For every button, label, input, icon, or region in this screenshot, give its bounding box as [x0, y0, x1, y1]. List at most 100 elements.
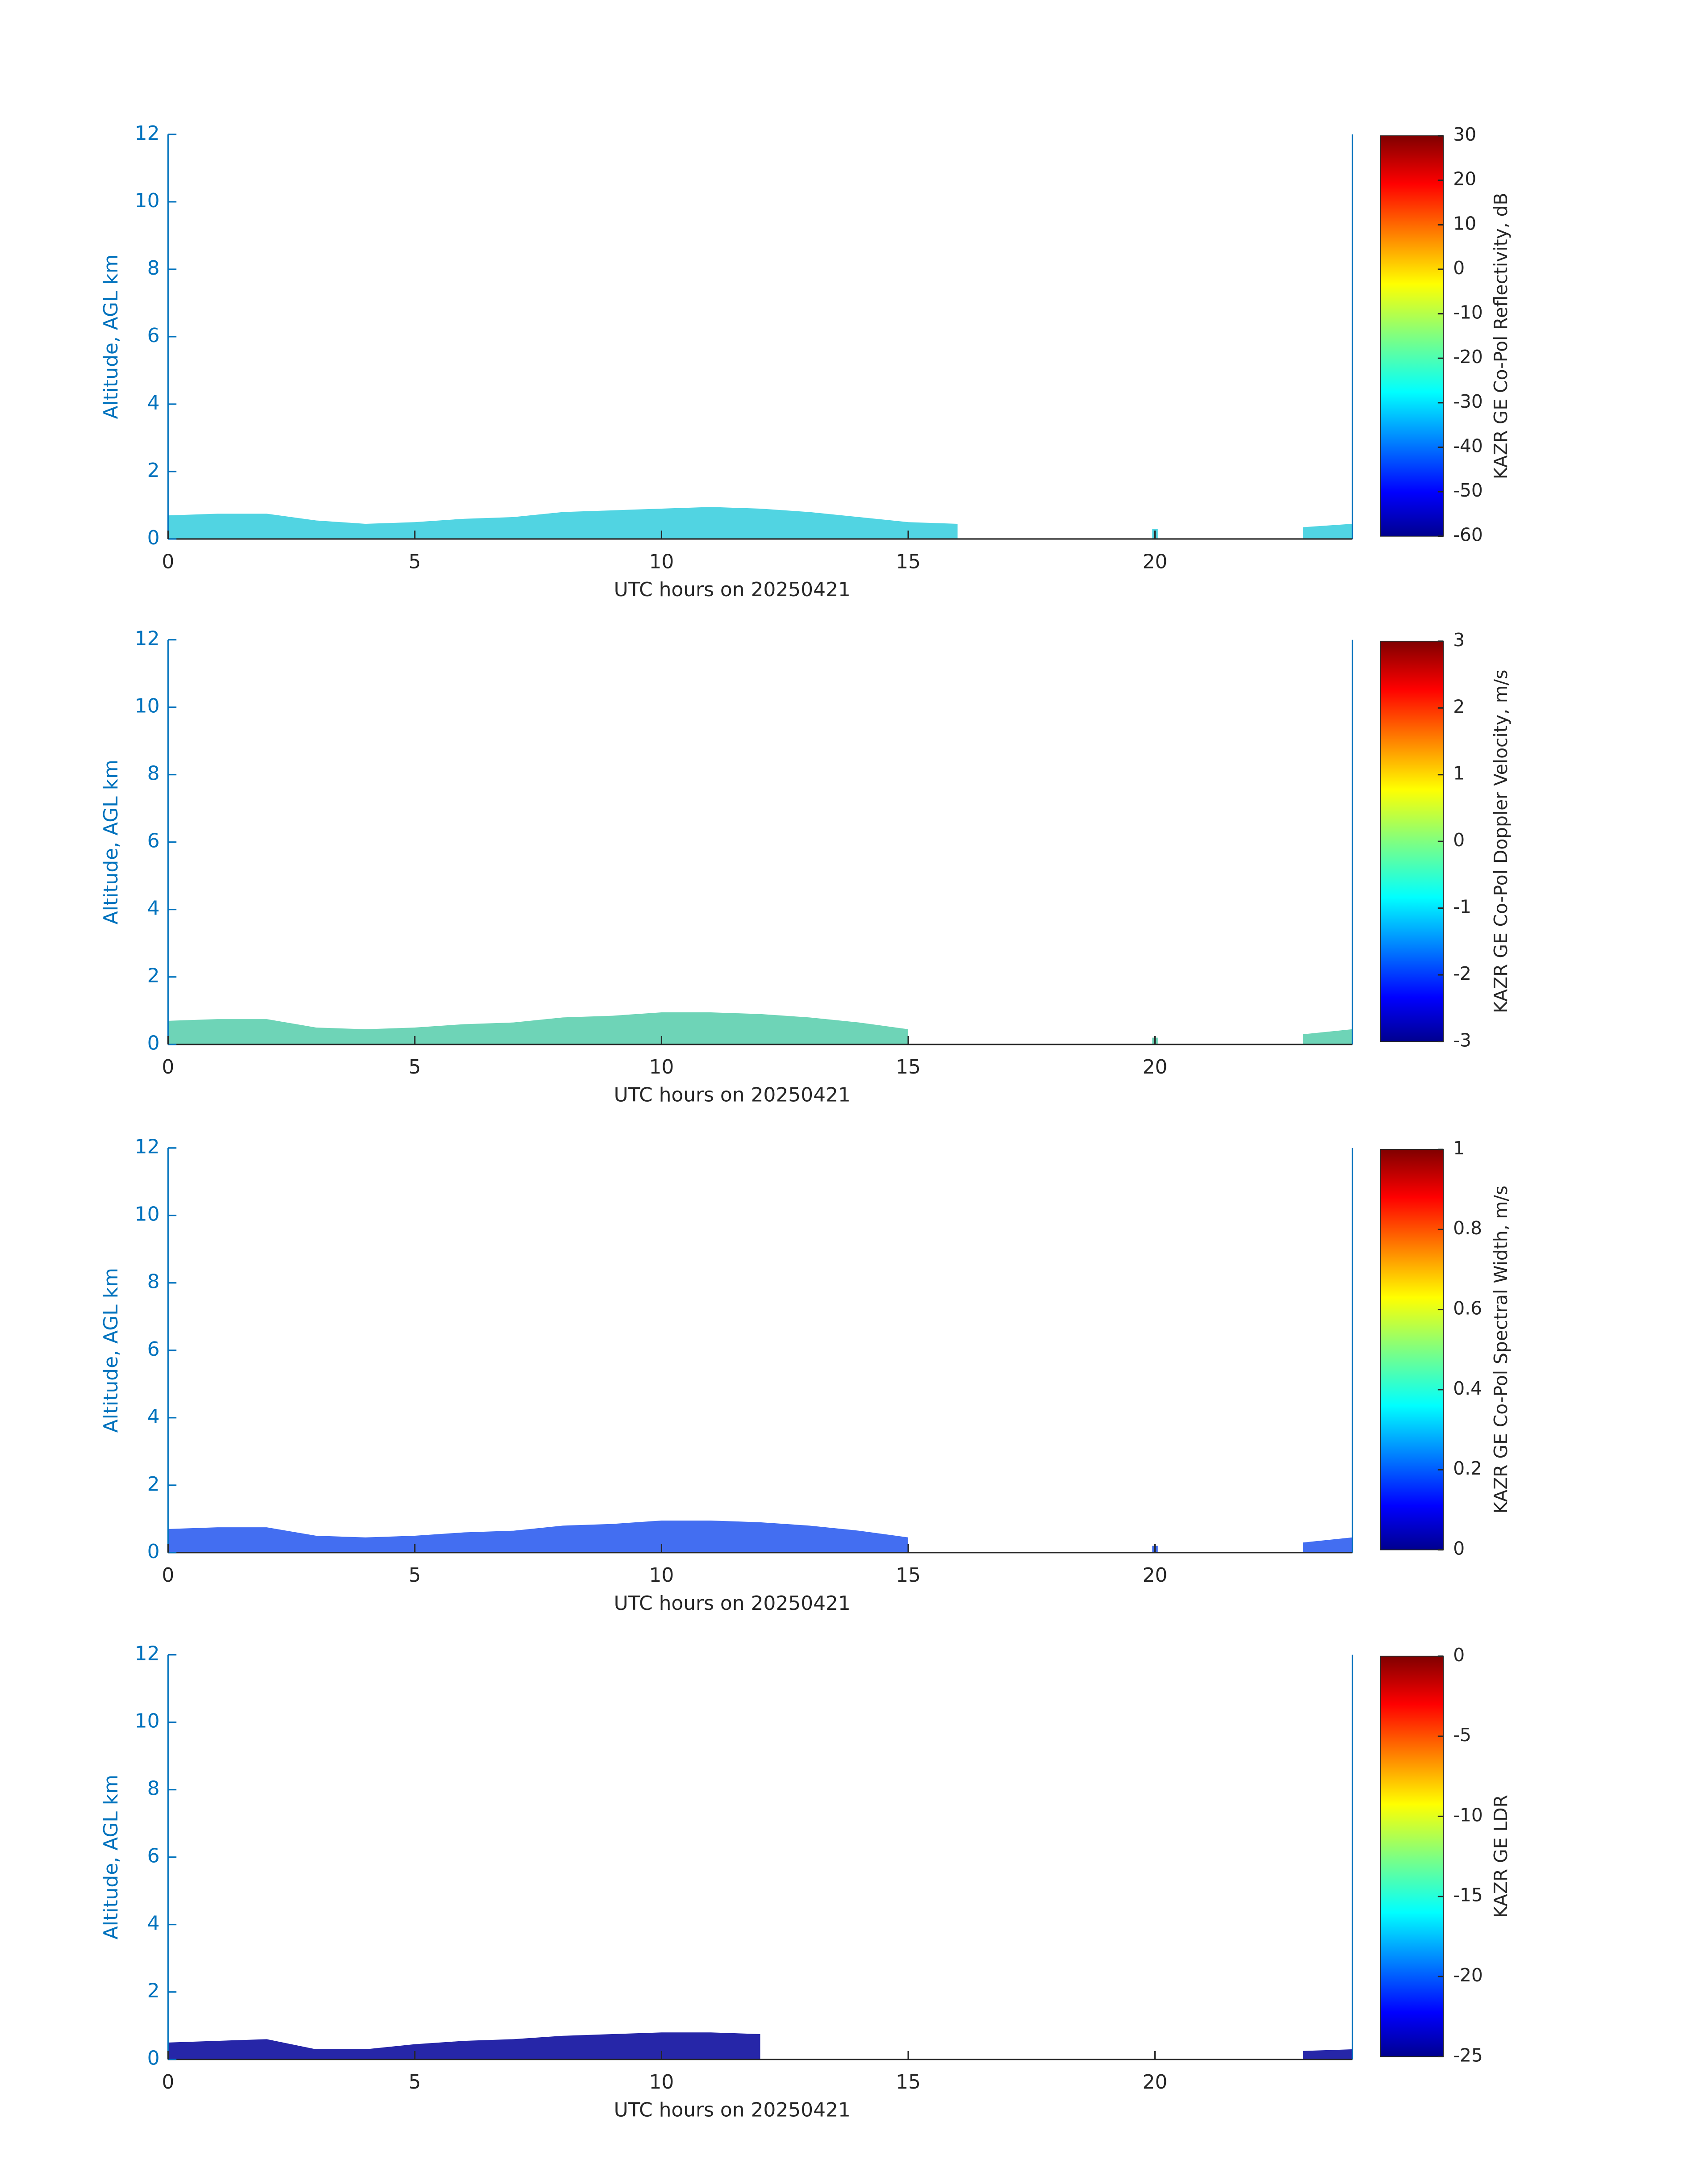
colorbar-tick-label: -1 — [1453, 896, 1471, 918]
x-tick-label: 15 — [896, 550, 921, 573]
y-tick-label: 8 — [147, 1270, 160, 1293]
y-tick-label: 0 — [147, 526, 160, 549]
x-tick-label: 10 — [649, 1056, 674, 1078]
x-tick-label: 20 — [1143, 550, 1168, 573]
colorbar-tick-label: 0 — [1453, 829, 1465, 851]
x-tick-label: 10 — [649, 2071, 674, 2093]
x-tick-label: 20 — [1143, 1564, 1168, 1587]
colorbar-tick-label: -3 — [1453, 1029, 1471, 1051]
y-axis-label: Altitude, AGL km — [100, 254, 122, 419]
x-tick-label: 5 — [409, 1056, 421, 1078]
y-tick-label: 0 — [147, 2047, 160, 2070]
echo-area — [1303, 524, 1353, 539]
echo-area — [168, 2032, 760, 2060]
y-tick-label: 6 — [147, 324, 160, 347]
x-axis-label: UTC hours on 20250421 — [614, 578, 851, 601]
x-axis-label: UTC hours on 20250421 — [614, 2099, 851, 2122]
colorbar-tick-label: 20 — [1453, 168, 1476, 190]
x-tick-label: 10 — [649, 550, 674, 573]
colorbar-tick-label: -2 — [1453, 963, 1471, 984]
y-tick-label: 8 — [147, 762, 160, 785]
y-tick-label: 6 — [147, 1845, 160, 1868]
x-tick-label: 0 — [162, 2071, 174, 2093]
y-axis-label: Altitude, AGL km — [100, 760, 122, 924]
y-tick-label: 10 — [135, 1710, 160, 1733]
x-tick-label: 0 — [162, 1056, 174, 1078]
y-tick-label: 0 — [147, 1032, 160, 1055]
colorbar-tick-label: -10 — [1453, 1804, 1483, 1826]
echo-area — [168, 1012, 908, 1045]
colorbar-tick-label: 0 — [1453, 1644, 1465, 1666]
colorbar-tick-label: -15 — [1453, 1885, 1483, 1906]
y-tick-label: 12 — [135, 122, 160, 145]
colorbar — [1380, 1149, 1444, 1550]
colorbar-tick-label: -5 — [1453, 1724, 1471, 1746]
x-tick-label: 15 — [896, 1056, 921, 1078]
y-tick-label: 2 — [147, 459, 160, 482]
y-tick-label: 12 — [135, 1136, 160, 1158]
y-axis-label: Altitude, AGL km — [100, 1775, 122, 1939]
echo-area — [1303, 1029, 1353, 1045]
y-tick-label: 12 — [135, 1642, 160, 1665]
y-tick-label: 12 — [135, 627, 160, 650]
y-tick-label: 4 — [147, 1912, 160, 1935]
y-tick-label: 8 — [147, 1777, 160, 1800]
x-tick-label: 5 — [409, 1564, 421, 1587]
colorbar-tick-label: -50 — [1453, 480, 1483, 501]
y-tick-label: 10 — [135, 695, 160, 718]
colorbar-tick-label: -60 — [1453, 524, 1483, 546]
echo-area — [1303, 2049, 1353, 2060]
colorbar — [1380, 135, 1444, 537]
x-tick-label: 20 — [1143, 2071, 1168, 2093]
colorbar-tick-label: 1 — [1453, 1137, 1465, 1159]
colorbar-label: KAZR GE LDR — [1490, 1795, 1512, 1918]
colorbar-tick-label: -40 — [1453, 435, 1483, 456]
colorbar — [1380, 640, 1444, 1042]
x-axis-label: UTC hours on 20250421 — [614, 1084, 851, 1107]
colorbar-tick-label: -30 — [1453, 391, 1483, 412]
colorbar-tick-label: 3 — [1453, 629, 1465, 651]
y-tick-label: 4 — [147, 392, 160, 414]
x-axis-label: UTC hours on 20250421 — [614, 1592, 851, 1615]
echo-area — [1303, 1537, 1353, 1553]
x-tick-label: 15 — [896, 2071, 921, 2093]
colorbar-tick-label: 0.2 — [1453, 1458, 1482, 1479]
echo-area — [168, 507, 958, 539]
colorbar-tick-label: 2 — [1453, 696, 1465, 717]
y-tick-label: 2 — [147, 1473, 160, 1496]
y-tick-label: 6 — [147, 1338, 160, 1361]
colorbar — [1380, 1655, 1444, 2057]
colorbar-tick-label: 0.4 — [1453, 1378, 1482, 1399]
colorbar-tick-label: 1 — [1453, 763, 1465, 784]
x-tick-label: 0 — [162, 1564, 174, 1587]
y-axis-label: Altitude, AGL km — [100, 1268, 122, 1433]
colorbar-tick-label: -20 — [1453, 346, 1483, 368]
x-tick-label: 20 — [1143, 1056, 1168, 1078]
x-tick-label: 10 — [649, 1564, 674, 1587]
colorbar-tick-label: -25 — [1453, 2044, 1483, 2066]
y-tick-label: 4 — [147, 1405, 160, 1428]
y-tick-label: 0 — [147, 1540, 160, 1563]
echo-area — [168, 1521, 908, 1553]
y-tick-label: 4 — [147, 897, 160, 920]
colorbar-tick-label: 30 — [1453, 124, 1476, 145]
x-tick-label: 5 — [409, 2071, 421, 2093]
y-tick-label: 10 — [135, 1203, 160, 1226]
colorbar-tick-label: 10 — [1453, 213, 1476, 234]
y-tick-label: 6 — [147, 830, 160, 852]
colorbar-label: KAZR GE Co-Pol Doppler Velocity, m/s — [1490, 670, 1512, 1013]
y-tick-label: 2 — [147, 1980, 160, 2002]
y-tick-label: 8 — [147, 257, 160, 280]
colorbar-tick-label: -20 — [1453, 1964, 1483, 1986]
colorbar-tick-label: 0 — [1453, 1538, 1465, 1559]
colorbar-tick-label: 0.8 — [1453, 1217, 1482, 1239]
y-tick-label: 2 — [147, 965, 160, 987]
x-tick-label: 5 — [409, 550, 421, 573]
colorbar-label: KAZR GE Co-Pol Reflectivity, dB — [1490, 193, 1512, 480]
y-tick-label: 10 — [135, 189, 160, 212]
x-tick-label: 0 — [162, 550, 174, 573]
colorbar-tick-label: 0.6 — [1453, 1298, 1482, 1319]
x-tick-label: 15 — [896, 1564, 921, 1587]
